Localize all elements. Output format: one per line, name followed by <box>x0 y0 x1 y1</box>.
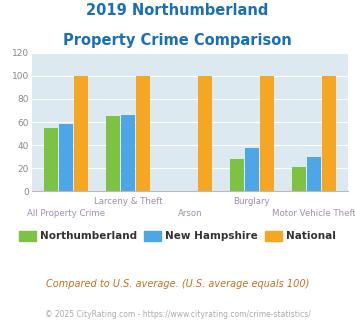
Bar <box>292 167 306 191</box>
Bar <box>59 124 73 191</box>
Bar <box>44 128 58 191</box>
Text: Compared to U.S. average. (U.S. average equals 100): Compared to U.S. average. (U.S. average … <box>46 279 309 289</box>
Text: Arson: Arson <box>178 210 202 218</box>
Bar <box>230 159 244 191</box>
Text: © 2025 CityRating.com - https://www.cityrating.com/crime-statistics/: © 2025 CityRating.com - https://www.city… <box>45 310 310 319</box>
Legend: Northumberland, New Hampshire, National: Northumberland, New Hampshire, National <box>15 227 340 246</box>
Bar <box>198 76 212 191</box>
Text: Motor Vehicle Theft: Motor Vehicle Theft <box>272 210 355 218</box>
Text: Burglary: Burglary <box>234 197 270 206</box>
Bar <box>74 76 88 191</box>
Bar <box>106 116 120 191</box>
Text: 2019 Northumberland: 2019 Northumberland <box>86 3 269 18</box>
Text: Larceny & Theft: Larceny & Theft <box>94 197 162 206</box>
Bar <box>322 76 335 191</box>
Bar <box>121 115 135 191</box>
Text: All Property Crime: All Property Crime <box>27 210 105 218</box>
Bar <box>260 76 274 191</box>
Text: Property Crime Comparison: Property Crime Comparison <box>63 33 292 48</box>
Bar <box>307 157 321 191</box>
Bar <box>136 76 150 191</box>
Bar <box>245 148 259 191</box>
